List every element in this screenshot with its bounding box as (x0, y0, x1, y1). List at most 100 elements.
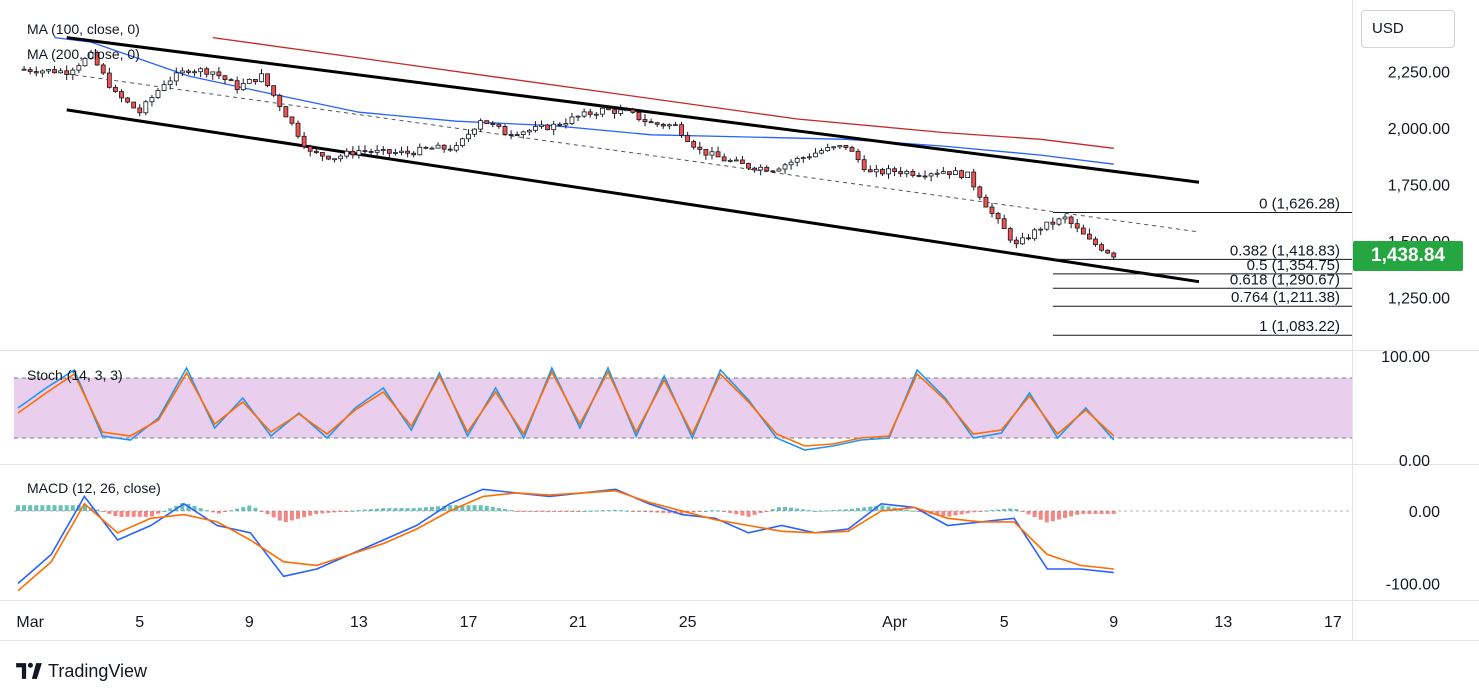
candle-body (198, 68, 204, 73)
candle-body (648, 121, 654, 124)
macd-histogram-bar (661, 511, 666, 513)
candle-body (1013, 239, 1019, 245)
macd-pane (16, 488, 1116, 592)
candle-body (788, 161, 794, 166)
candle-body (697, 146, 703, 150)
candle-body (898, 171, 904, 175)
candle-body (277, 94, 283, 108)
macd-histogram-bar (247, 505, 252, 511)
macd-histogram-bar (971, 511, 976, 513)
macd-histogram-bar (1093, 511, 1098, 514)
macd-histogram-bar (1020, 511, 1025, 512)
candle-body (362, 150, 368, 153)
macd-histogram-bar (1099, 511, 1104, 514)
macd-histogram-bar (265, 511, 270, 515)
macd-histogram-bar (935, 511, 940, 515)
macd-histogram-bar (119, 511, 124, 517)
macd-histogram-bar (405, 508, 410, 511)
macd-histogram-bar (1014, 509, 1019, 511)
macd-histogram-bar (758, 511, 763, 513)
fib-level-label: 0 (1,626.28) (1259, 195, 1340, 212)
brand-name: TradingView (48, 660, 148, 681)
candle-body (660, 123, 666, 127)
macd-histogram-bar (545, 511, 550, 513)
macd-histogram-bar (990, 510, 994, 512)
candle-body (806, 156, 812, 159)
candle-body (271, 85, 277, 96)
macd-histogram-bar (332, 511, 337, 513)
candle-body (630, 109, 636, 113)
macd-histogram-bar (241, 507, 246, 511)
macd-histogram-bar (393, 508, 398, 511)
price-pane: 0 (1,626.28) 0.382 (1,418.83)0.5 (1,354.7… (21, 36, 1352, 336)
candle-body (234, 80, 240, 91)
axes: 2,250.002,000.001,750.001,500.001,250.00… (16, 65, 1450, 632)
candle-body (740, 159, 745, 164)
macd-histogram-bar (667, 511, 672, 514)
currency-button[interactable]: USD (1361, 10, 1455, 48)
candle-body (58, 70, 64, 74)
candle-body (928, 173, 934, 177)
candle-body (654, 122, 660, 125)
candle-body (983, 196, 989, 208)
candle-body (143, 101, 149, 114)
candle-body (545, 124, 551, 131)
candle-body (459, 138, 465, 146)
candle-body (466, 133, 471, 140)
time-axis-tick: 13 (350, 614, 368, 631)
candle-body (557, 123, 563, 126)
candle-body (679, 124, 684, 136)
macd-histogram-bar (539, 511, 544, 512)
macd-histogram-bar (369, 509, 374, 511)
macd-histogram-bar (509, 510, 514, 512)
candle-body (612, 109, 617, 114)
candle-body (161, 84, 167, 91)
candle-body (551, 123, 557, 131)
macd-histogram-bar (362, 509, 367, 511)
macd-legend[interactable]: MACD (12, 26, close) (27, 480, 161, 496)
macd-histogram-bar (776, 507, 781, 511)
tradingview-logo[interactable]: TradingView (16, 659, 147, 683)
candle-body (502, 126, 508, 135)
ma100-legend[interactable]: MA (100, close, 0) (27, 21, 140, 37)
time-axis-tick: 9 (245, 614, 254, 631)
candle-body (922, 175, 928, 178)
candle-body (52, 69, 57, 74)
macd-histogram-bar (521, 511, 526, 512)
macd-histogram-bar (1111, 511, 1116, 514)
macd-histogram-bar (643, 511, 648, 512)
macd-histogram-bar (101, 511, 106, 512)
macd-histogram-bar (436, 506, 441, 511)
macd-histogram-bar (655, 511, 660, 513)
macd-histogram-bar (356, 510, 361, 512)
stoch-axis-tick: 100.00 (1381, 349, 1430, 366)
candle-body (1093, 238, 1098, 246)
candle-body (1087, 233, 1092, 240)
candle-body (861, 159, 867, 171)
macd-histogram-bar (277, 511, 282, 521)
ma200-legend[interactable]: MA (200, close, 0) (27, 46, 140, 62)
macd-histogram-bar (198, 508, 203, 511)
candle-body (746, 163, 751, 169)
candle-body (691, 141, 697, 148)
macd-histogram-bar (143, 511, 148, 517)
fib-level-label: 1 (1,083.22) (1259, 318, 1340, 335)
current-price-badge: 1,438.84 (1353, 241, 1463, 271)
macd-histogram-bar (314, 511, 319, 515)
candle-body (429, 147, 435, 150)
time-axis-tick: 5 (1000, 614, 1009, 631)
macd-histogram-bar (302, 511, 307, 518)
macd-histogram-bar (600, 510, 605, 512)
candle-body (76, 65, 82, 71)
candle-body (618, 109, 624, 114)
candle-body (606, 107, 611, 111)
candle-body (326, 155, 331, 160)
macd-histogram-bar (703, 510, 708, 512)
macd-histogram-bar (752, 511, 757, 515)
stoch-legend[interactable]: Stoch (14, 3, 3) (27, 367, 123, 383)
candle-body (703, 149, 709, 156)
macd-histogram-bar (716, 510, 721, 512)
candle-body (1020, 237, 1025, 245)
macd-histogram-bar (180, 503, 185, 511)
